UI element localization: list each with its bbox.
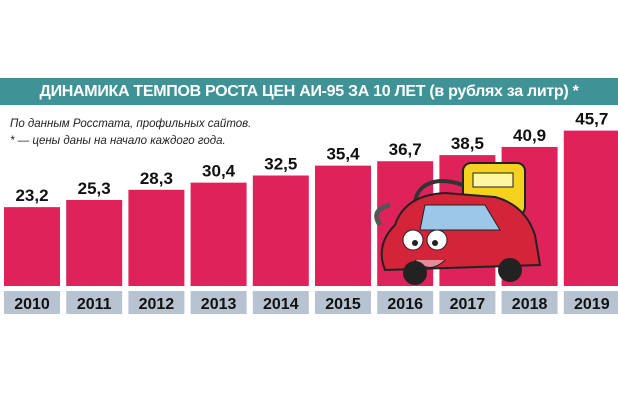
bar-2010 <box>4 207 60 286</box>
bar-2014 <box>252 175 309 286</box>
value-label-2016: 36,7 <box>389 140 422 159</box>
value-label-2011: 25,3 <box>78 179 111 198</box>
year-label-bg-2019 <box>563 291 618 314</box>
source-note: По данным Росстата, профильных сайтов. <box>10 118 252 130</box>
value-label-2019: 45,7 <box>575 110 608 129</box>
value-label-2015: 35,4 <box>326 145 360 164</box>
year-label-bg-2014 <box>252 291 309 314</box>
year-label-bg-2011 <box>66 291 123 314</box>
year-label-2010: 2010 <box>14 296 50 313</box>
bar-2011 <box>66 199 123 286</box>
value-label-2010: 23,2 <box>15 186 48 205</box>
year-label-2012: 2012 <box>139 296 175 313</box>
year-label-2018: 2018 <box>512 296 548 313</box>
year-label-bg-2016 <box>377 291 434 314</box>
bar-2019 <box>563 130 618 286</box>
year-label-2014: 2014 <box>263 296 299 313</box>
value-label-2013: 30,4 <box>202 162 236 181</box>
year-label-bg-2013 <box>190 291 247 314</box>
value-label-2017: 38,5 <box>451 134 484 153</box>
year-label-bg-2015 <box>315 291 371 314</box>
year-label-2016: 2016 <box>387 296 423 313</box>
bar-2015 <box>315 165 371 286</box>
year-label-bg-2018 <box>501 291 558 314</box>
value-label-2012: 28,3 <box>140 169 173 188</box>
bar-2012 <box>128 189 185 286</box>
value-label-2014: 32,5 <box>264 155 297 174</box>
year-label-2015: 2015 <box>325 296 361 313</box>
chart-title: ДИНАМИКА ТЕМПОВ РОСТА ЦЕН АИ-95 ЗА 10 ЛЕ… <box>0 78 618 105</box>
year-label-2013: 2013 <box>201 296 237 313</box>
car-fuel-pump-illustration <box>374 162 542 285</box>
year-label-bg-2010 <box>4 291 60 314</box>
year-label-bg-2012 <box>128 291 185 314</box>
footnote: * — цены даны на начало каждого года. <box>10 135 226 147</box>
value-label-2018: 40,9 <box>513 126 546 145</box>
year-label-2011: 2011 <box>77 296 112 313</box>
year-label-2017: 2017 <box>450 296 486 313</box>
year-label-2019: 2019 <box>574 296 610 313</box>
year-label-bg-2017 <box>439 291 496 314</box>
bar-2013 <box>190 182 247 286</box>
